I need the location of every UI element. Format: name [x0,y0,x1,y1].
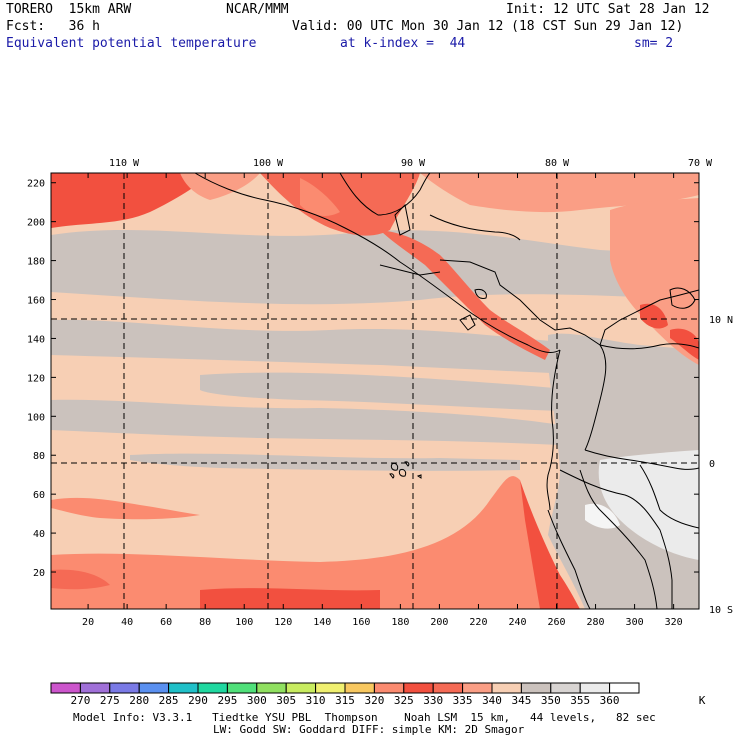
colorbar-swatch [550,682,581,694]
x-tick-label: 300 [626,617,644,628]
x-tick-label: 280 [587,617,605,628]
colorbar-label: 305 [276,694,297,707]
colorbar-swatch [226,682,258,694]
model-title: TORERO 15km ARW [6,2,132,17]
colorbar-label: 355 [570,694,591,707]
longitude-label: 90 W [401,158,426,169]
colorbar-label: 290 [188,694,208,707]
colorbar-label: 275 [99,694,120,707]
graticule [51,173,699,609]
latitude-label: 10 N [709,315,733,326]
colorbar-swatch [609,682,640,694]
colorbar-swatch [197,682,228,694]
colorbar-unit: K [698,694,706,707]
model-info: Model Info: V3.3.1 Tiedtke YSU PBL Thomp… [73,711,656,724]
field-shading [51,173,699,609]
y-tick-label: 100 [27,412,45,423]
map-frame [50,172,700,610]
y-tick-label: 60 [33,490,45,501]
colorbar [50,682,640,694]
x-tick-label: 200 [430,617,448,628]
forecast-hour: Fcst: 36 h [6,19,100,34]
y-tick-label: 180 [27,257,45,268]
colorbar-swatch [373,682,405,694]
longitude-label: 80 W [545,158,570,169]
colorbar-label: 345 [511,694,532,707]
colorbar-label: 310 [305,694,326,707]
x-tick-label: 60 [160,617,172,628]
colorbar-swatch [256,682,287,694]
colorbar-label: 325 [393,694,414,707]
field-name: Equivalent potential temperature [6,36,257,51]
colorbar-swatch [168,682,199,694]
colorbar-swatch [315,682,346,694]
valid-time: Valid: 00 UTC Mon 30 Jan 12 (18 CST Sun … [292,19,684,34]
longitude-label: 70 W [688,158,713,169]
coastlines [194,173,699,609]
init-time: Init: 12 UTC Sat 28 Jan 12 [506,2,710,17]
y-tick-label: 160 [27,296,45,307]
colorbar-swatch [579,682,611,694]
colorbar-label: 280 [129,694,150,707]
colorbar-label: 300 [246,694,267,707]
x-tick-label: 320 [665,617,683,628]
latitude-label: 0 [709,459,715,470]
colorbar-swatch [432,682,464,694]
y-tick-label: 20 [33,568,45,579]
latitude-labels: 10 N 0 10 S [709,315,733,616]
x-tick-label: 20 [82,617,94,628]
longitude-label: 110 W [109,158,140,169]
colorbar-label: 285 [158,694,179,707]
latitude-label: 10 S [709,605,733,616]
colorbar-swatch [520,682,552,694]
colorbar-swatch [491,682,522,694]
y-tick-label: 40 [33,529,45,540]
x-tick-label: 40 [121,617,133,628]
x-tick-label: 140 [313,617,331,628]
colorbar-swatch [344,682,375,694]
colorbar-swatch [403,682,434,694]
smoothing-label: sm= 2 [634,36,674,51]
y-tick-label: 220 [27,179,45,190]
x-grid-ticks: 20 40 60 80 100 120 140 160 180 200 220 240 260 280 30… [82,173,683,628]
y-tick-label: 200 [27,218,45,229]
x-tick-label: 120 [274,617,292,628]
x-tick-label: 180 [391,617,409,628]
colorbar-swatch [79,682,111,694]
colorbar-label: 335 [452,694,473,707]
colorbar-swatch [109,682,140,694]
colorbar-label: 270 [70,694,91,707]
colorbar-label: 295 [217,694,238,707]
y-tick-label: 80 [33,451,45,462]
x-tick-label: 160 [352,617,370,628]
colorbar-swatch [138,682,170,694]
level-label: at k-index = 44 [340,36,466,51]
longitude-label: 100 W [253,158,284,169]
colorbar-swatch [462,682,493,694]
longitude-labels: 110 W 100 W 90 W 80 W 70 W [109,158,713,169]
colorbar-label: 330 [423,694,444,707]
colorbar-label: 350 [540,694,561,707]
x-tick-label: 80 [199,617,211,628]
physics-info: LW: Godd SW: Goddard DIFF: simple KM: 2D… [213,723,525,736]
colorbar-swatch [50,682,81,694]
colorbar-label: 315 [335,694,355,707]
center-label: NCAR/MMM [226,2,289,17]
x-tick-label: 220 [469,617,487,628]
x-tick-label: 260 [547,617,565,628]
colorbar-label: 340 [482,694,502,707]
colorbar-label: 360 [599,694,620,707]
colorbar-swatch [285,682,317,694]
y-tick-label: 140 [27,334,45,345]
x-tick-label: 240 [508,617,526,628]
colorbar-label: 320 [364,694,385,707]
x-tick-label: 100 [235,617,253,628]
y-grid-ticks: 20 40 60 80 100 120 140 160 180 200 220 [27,179,699,579]
y-tick-label: 120 [27,373,45,384]
